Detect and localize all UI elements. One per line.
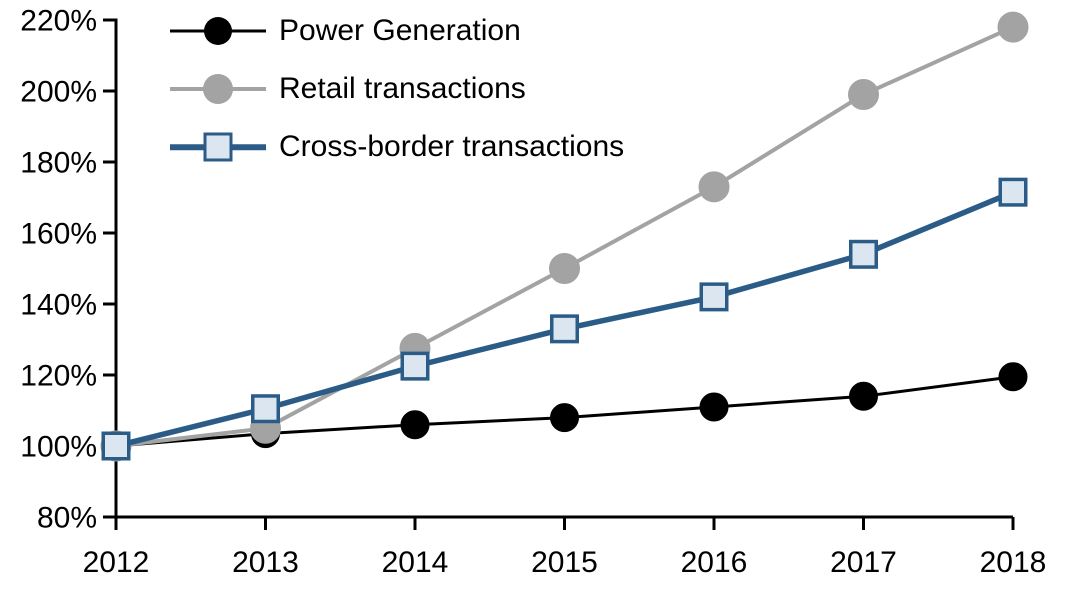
- data-point-circle: [997, 11, 1029, 43]
- data-point-square: [998, 177, 1028, 207]
- legend-label-power-generation: Power Generation: [279, 14, 521, 47]
- legend-sample-power-generation: [170, 13, 266, 49]
- x-axis-tick-label: 2017: [830, 546, 897, 579]
- legend-label-cross-border-transactions: Cross-border transactions: [279, 130, 625, 163]
- x-axis-tick-label: 2014: [382, 546, 449, 579]
- legend-sample-retail-transactions: [170, 71, 266, 107]
- x-axis-tick-label: 2016: [681, 546, 748, 579]
- legend-item-retail-transactions: Retail transactions: [170, 60, 624, 118]
- y-axis-tick-label: 200%: [20, 76, 97, 109]
- circle-marker-icon: [204, 17, 232, 45]
- y-axis-tick-label: 120%: [20, 360, 97, 393]
- y-axis-tick-label: 180%: [20, 147, 97, 180]
- legend: Power Generation Retail transactions Cro…: [170, 2, 624, 176]
- y-axis-tick-label: 160%: [20, 218, 97, 251]
- y-axis-tick-label: 220%: [20, 5, 97, 38]
- data-point-square: [699, 282, 729, 312]
- x-axis-tick-label: 2018: [980, 546, 1047, 579]
- data-point-square: [849, 239, 878, 269]
- x-axis-tick-label: 2015: [531, 546, 598, 579]
- data-point-circle: [699, 392, 729, 422]
- y-axis-tick-label: 80%: [37, 502, 97, 535]
- data-point-circle: [998, 362, 1028, 392]
- data-point-circle: [400, 410, 430, 440]
- legend-item-cross-border-transactions: Cross-border transactions: [170, 118, 624, 176]
- data-point-circle: [550, 403, 579, 433]
- data-point-circle: [848, 79, 879, 111]
- x-axis-tick-label: 2012: [83, 546, 150, 579]
- square-marker-icon: [203, 132, 233, 162]
- legend-sample-cross-border-transactions: [170, 129, 266, 165]
- data-point-circle: [698, 171, 730, 203]
- data-point-square: [101, 431, 131, 461]
- x-axis-tick-label: 2013: [232, 546, 299, 579]
- data-point-square: [400, 351, 430, 381]
- circle-marker-icon: [203, 74, 233, 104]
- y-axis-tick-label: 100%: [20, 431, 97, 464]
- y-axis-tick-label: 140%: [20, 289, 97, 322]
- data-point-square: [251, 394, 280, 424]
- legend-label-retail-transactions: Retail transactions: [279, 72, 526, 105]
- legend-item-power-generation: Power Generation: [170, 2, 624, 60]
- data-point-square: [550, 314, 579, 344]
- data-point-circle: [549, 253, 580, 284]
- data-point-circle: [849, 381, 878, 411]
